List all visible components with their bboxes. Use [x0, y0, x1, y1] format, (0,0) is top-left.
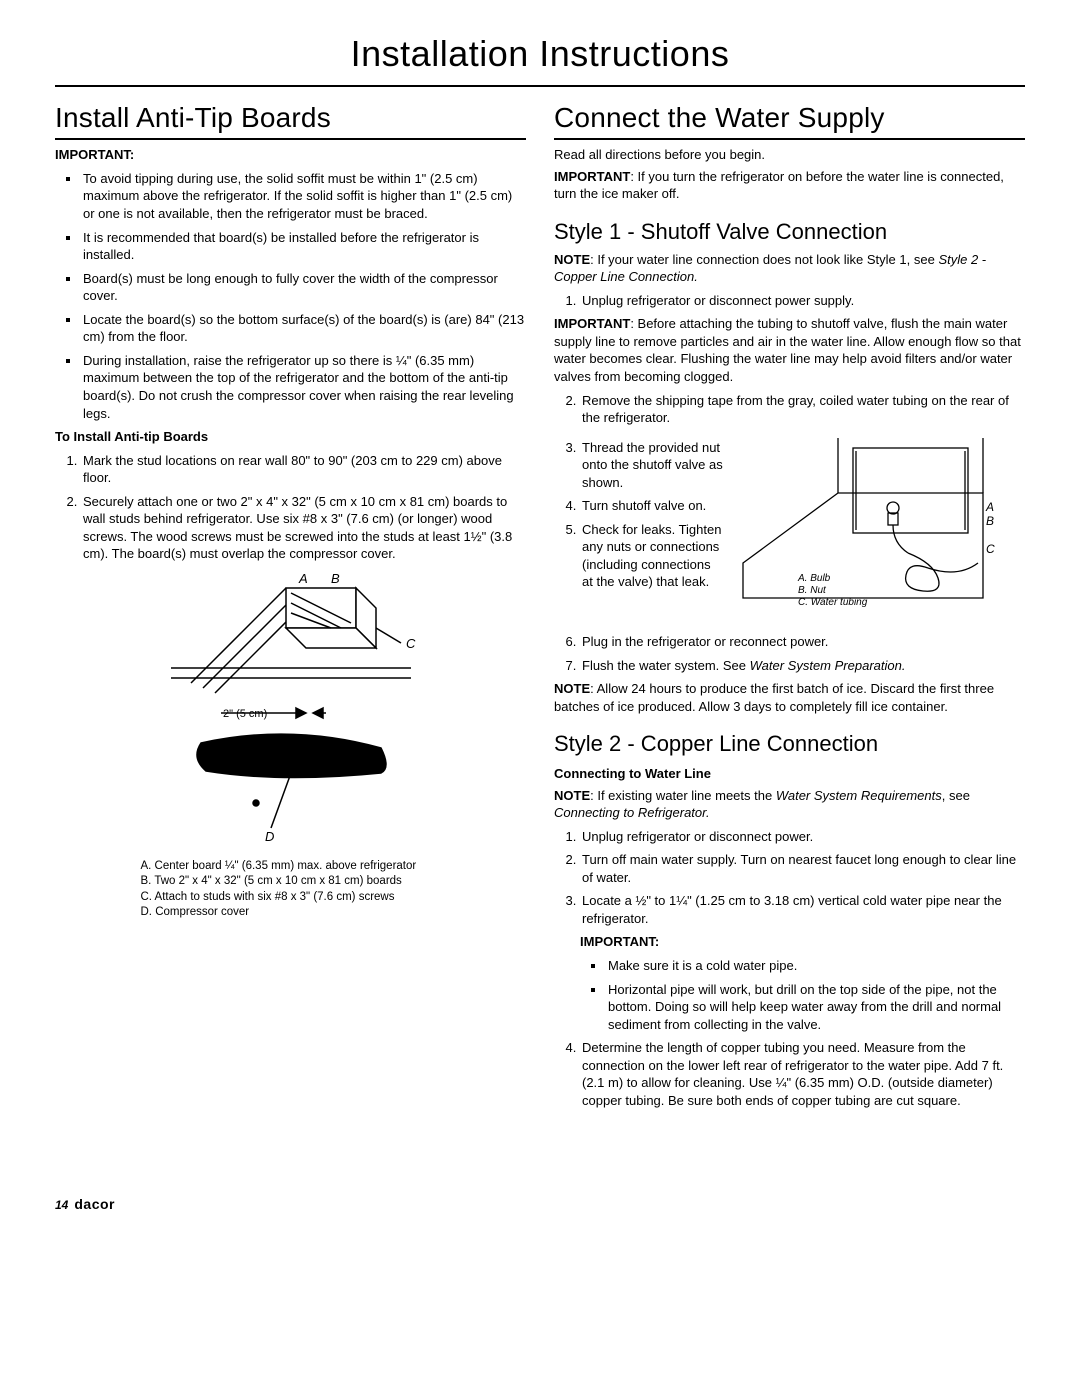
fig2-legend-a: A. Bulb: [797, 573, 831, 584]
bold-lead: NOTE: [554, 681, 590, 696]
style2-important-label: IMPORTANT:: [580, 933, 1025, 951]
fig-label-d: D: [265, 829, 274, 844]
style1-steps-top: Unplug refrigerator or disconnect power …: [554, 292, 1025, 310]
list-item: To avoid tipping during use, the solid s…: [81, 170, 526, 223]
anti-tip-diagram-svg: A B C D 2" (5 cm): [151, 573, 431, 853]
list-item: Unplug refrigerator or disconnect power.: [580, 828, 1025, 846]
style2-important-bullets: Make sure it is a cold water pipe. Horiz…: [580, 957, 1025, 1033]
list-item: Check for leaks. Tighten any nuts or con…: [580, 521, 724, 591]
page-number: 14: [55, 1197, 68, 1213]
style1-step2: Remove the shipping tape from the gray, …: [554, 392, 1025, 427]
list-item: Flush the water system. See Water System…: [580, 657, 1025, 675]
style1-important2: IMPORTANT: Before attaching the tubing t…: [554, 315, 1025, 385]
important-label: IMPORTANT:: [55, 146, 526, 164]
install-steps: Mark the stud locations on rear wall 80"…: [55, 452, 526, 563]
fig-caption-line: C. Attach to studs with six #8 x 3" (7.6…: [141, 890, 441, 906]
right-column: Connect the Water Supply Read all direct…: [554, 99, 1025, 1116]
important-bullet-list: To avoid tipping during use, the solid s…: [55, 170, 526, 422]
style1-steps-3-5: Thread the provided nut onto the shutoff…: [554, 439, 724, 591]
style2-heading: Style 2 - Copper Line Connection: [554, 729, 1025, 759]
list-item: Plug in the refrigerator or reconnect po…: [580, 633, 1025, 651]
list-item: Securely attach one or two 2" x 4" x 32"…: [81, 493, 526, 563]
left-column: Install Anti-Tip Boards IMPORTANT: To av…: [55, 99, 526, 1116]
intro-text: Read all directions before you begin.: [554, 146, 1025, 164]
list-item: Unplug refrigerator or disconnect power …: [580, 292, 1025, 310]
fig2-legend-c: C. Water tubing: [798, 597, 868, 608]
text-span: , see: [942, 788, 970, 803]
list-item: Make sure it is a cold water pipe.: [606, 957, 1025, 975]
fig-label-a: A: [298, 573, 308, 586]
fig-label-b: B: [331, 573, 340, 586]
shutoff-valve-svg: A B C A. Bulb B. Nut C. Water tubing: [738, 433, 998, 623]
bold-lead: IMPORTANT: [554, 169, 630, 184]
list-item: Thread the provided nut onto the shutoff…: [580, 439, 724, 492]
style2-sub: Connecting to Water Line: [554, 765, 1025, 783]
list-item: Locate a ½" to 1¼" (1.25 cm to 3.18 cm) …: [580, 892, 1025, 927]
list-item: Locate the board(s) so the bottom surfac…: [81, 311, 526, 346]
style1-heading: Style 1 - Shutoff Valve Connection: [554, 217, 1025, 247]
right-section-heading: Connect the Water Supply: [554, 99, 1025, 141]
style2-step4: Determine the length of copper tubing yo…: [554, 1039, 1025, 1109]
italic-ref: Water System Requirements: [776, 788, 942, 803]
page-footer: 14 dacor: [55, 1195, 1025, 1214]
fig2-label-b: B: [986, 514, 994, 528]
fig-caption-line: A. Center board ¼" (6.35 mm) max. above …: [141, 859, 441, 875]
brand-logo: dacor: [74, 1195, 115, 1214]
install-subheading: To Install Anti-tip Boards: [55, 428, 526, 446]
list-item: Determine the length of copper tubing yo…: [580, 1039, 1025, 1109]
list-item: Turn shutoff valve on.: [580, 497, 724, 515]
anti-tip-figure: A B C D 2" (5 cm) A. Center board ¼" (6.…: [55, 573, 526, 921]
fig2-label-a: A: [985, 500, 994, 514]
page-title: Installation Instructions: [55, 30, 1025, 87]
list-item: Horizontal pipe will work, but drill on …: [606, 981, 1025, 1034]
list-item: Remove the shipping tape from the gray, …: [580, 392, 1025, 427]
style2-steps-1-3: Unplug refrigerator or disconnect power.…: [554, 828, 1025, 928]
list-item: Mark the stud locations on rear wall 80"…: [81, 452, 526, 487]
bold-lead: IMPORTANT: [554, 316, 630, 331]
fig-caption-line: D. Compressor cover: [141, 905, 441, 921]
list-item: Turn off main water supply. Turn on near…: [580, 851, 1025, 886]
fig2-label-c: C: [986, 542, 995, 556]
fig2-legend-b: B. Nut: [798, 585, 827, 596]
fig-caption-line: B. Two 2" x 4" x 32" (5 cm x 10 cm x 81 …: [141, 874, 441, 890]
list-item: It is recommended that board(s) be insta…: [81, 229, 526, 264]
style1-note: NOTE: If your water line connection does…: [554, 251, 1025, 286]
two-column-layout: Install Anti-Tip Boards IMPORTANT: To av…: [55, 99, 1025, 1116]
bold-lead: NOTE: [554, 788, 590, 803]
style1-note2: NOTE: Allow 24 hours to produce the firs…: [554, 680, 1025, 715]
style1-steps-6-7: Plug in the refrigerator or reconnect po…: [554, 633, 1025, 674]
fig-label-c: C: [406, 636, 416, 651]
text-span: : If existing water line meets the: [590, 788, 776, 803]
important-inline: IMPORTANT: If you turn the refrigerator …: [554, 168, 1025, 203]
list-item: During installation, raise the refrigera…: [81, 352, 526, 422]
list-item: Board(s) must be long enough to fully co…: [81, 270, 526, 305]
text-span: : Allow 24 hours to produce the first ba…: [554, 681, 994, 714]
left-section-heading: Install Anti-Tip Boards: [55, 99, 526, 141]
style2-note: NOTE: If existing water line meets the W…: [554, 787, 1025, 822]
italic-ref: Water System Preparation.: [750, 658, 906, 673]
style1-inline-figure-row: Thread the provided nut onto the shutoff…: [554, 433, 1025, 628]
figure-caption-block: A. Center board ¼" (6.35 mm) max. above …: [141, 859, 441, 921]
italic-ref: Connecting to Refrigerator.: [554, 805, 710, 820]
text-span: Flush the water system. See: [582, 658, 750, 673]
text-span: : If your water line connection does not…: [590, 252, 938, 267]
fig-dim-label: 2" (5 cm): [223, 708, 267, 720]
bold-lead: NOTE: [554, 252, 590, 267]
